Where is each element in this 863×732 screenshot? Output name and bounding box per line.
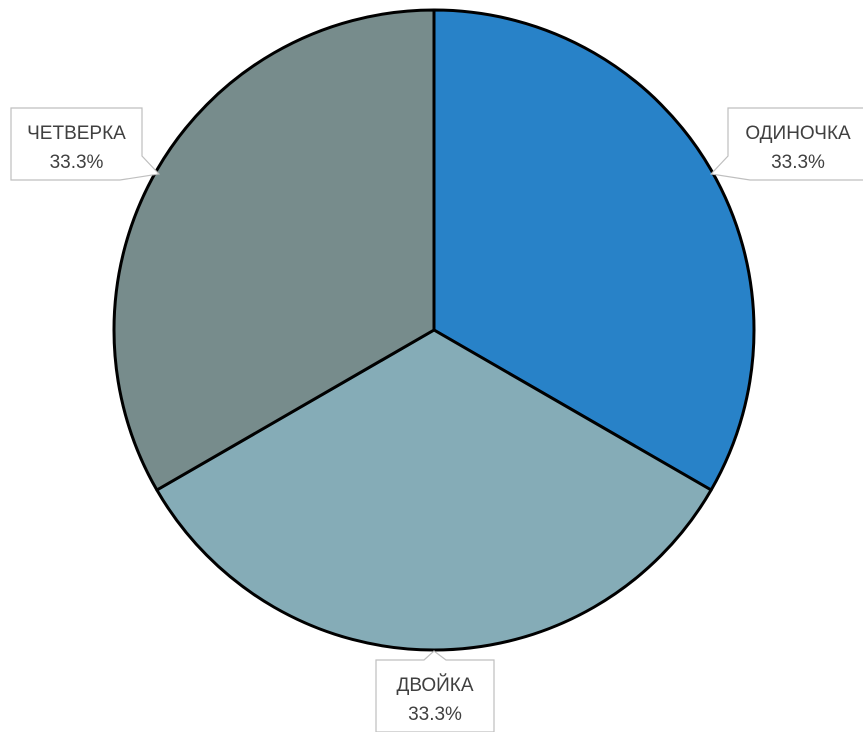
pie-slice-3 — [112, 8, 436, 492]
pie-data-labels: ОДИНОЧКА 33.3% ДВОЙКА 33.3% ЧЕТВЕРКА 33.3% — [10, 107, 863, 732]
data-label-1: ОДИНОЧКА 33.3% — [709, 107, 863, 181]
slice-percent-label: 33.3% — [50, 152, 104, 173]
data-label-2: ДВОЙКА 33.3% — [375, 650, 495, 732]
slice-percent-label: 33.3% — [408, 704, 462, 725]
pie-slice-1 — [432, 8, 756, 492]
slice-category-label: ЧЕТВЕРКА — [27, 123, 126, 144]
label-callout-box — [709, 107, 863, 181]
pie-slices — [112, 8, 756, 652]
data-label-3: ЧЕТВЕРКА 33.3% — [10, 107, 161, 181]
label-callout-box — [375, 650, 495, 732]
slice-category-label: ОДИНОЧКА — [745, 123, 851, 144]
slice-percent-label: 33.3% — [771, 152, 825, 173]
label-callout-box — [10, 107, 161, 181]
slice-category-label: ДВОЙКА — [396, 674, 473, 696]
pie-slice-2 — [155, 328, 713, 652]
